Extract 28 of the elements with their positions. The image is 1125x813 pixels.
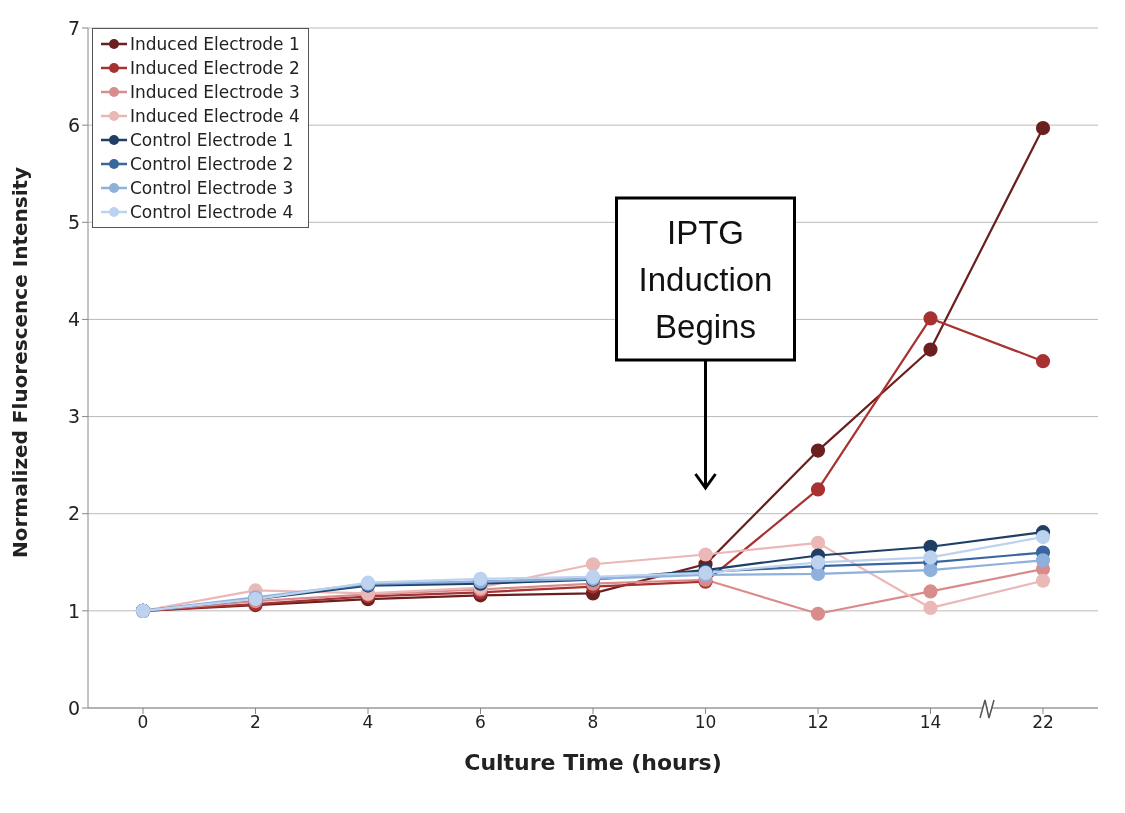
y-tick-label: 7 (67, 16, 80, 39)
x-tick-label: 4 (362, 712, 374, 733)
x-tick-label: 14 (919, 712, 942, 733)
y-axis-title: Normalized Fluorescence Intensity (8, 166, 33, 558)
annotation: IPTG Induction Begins (638, 214, 773, 345)
y-tick-label: 6 (67, 113, 80, 136)
legend-label: Control Electrode 2 (130, 153, 294, 176)
x-tick-label: 0 (137, 712, 149, 733)
x-axis-title: Culture Time (hours) (464, 750, 722, 775)
x-tick-label: 22 (1032, 712, 1054, 733)
y-tick-label: 3 (67, 405, 80, 428)
y-tick-label: 2 (67, 502, 80, 525)
y-tick-label: 0 (67, 696, 80, 719)
y-tick-label: 4 (67, 308, 80, 331)
legend-label: Induced Electrode 3 (130, 81, 300, 104)
legend-label: Control Electrode 4 (130, 201, 294, 224)
y-tick-label: 1 (67, 599, 80, 622)
x-tick-label: 6 (475, 712, 486, 733)
x-tick-label: 8 (587, 712, 599, 733)
legend-label: Control Electrode 3 (130, 177, 294, 200)
legend-label: Induced Electrode 1 (130, 33, 300, 56)
x-tick-label: 10 (694, 712, 717, 733)
legend-label: Induced Electrode 4 (130, 105, 300, 128)
legend-label: Induced Electrode 2 (130, 57, 300, 80)
x-tick-label: 2 (250, 712, 261, 733)
legend-label: Control Electrode 1 (130, 129, 294, 152)
y-tick-label: 5 (67, 211, 80, 234)
x-tick-label: 12 (807, 712, 829, 733)
